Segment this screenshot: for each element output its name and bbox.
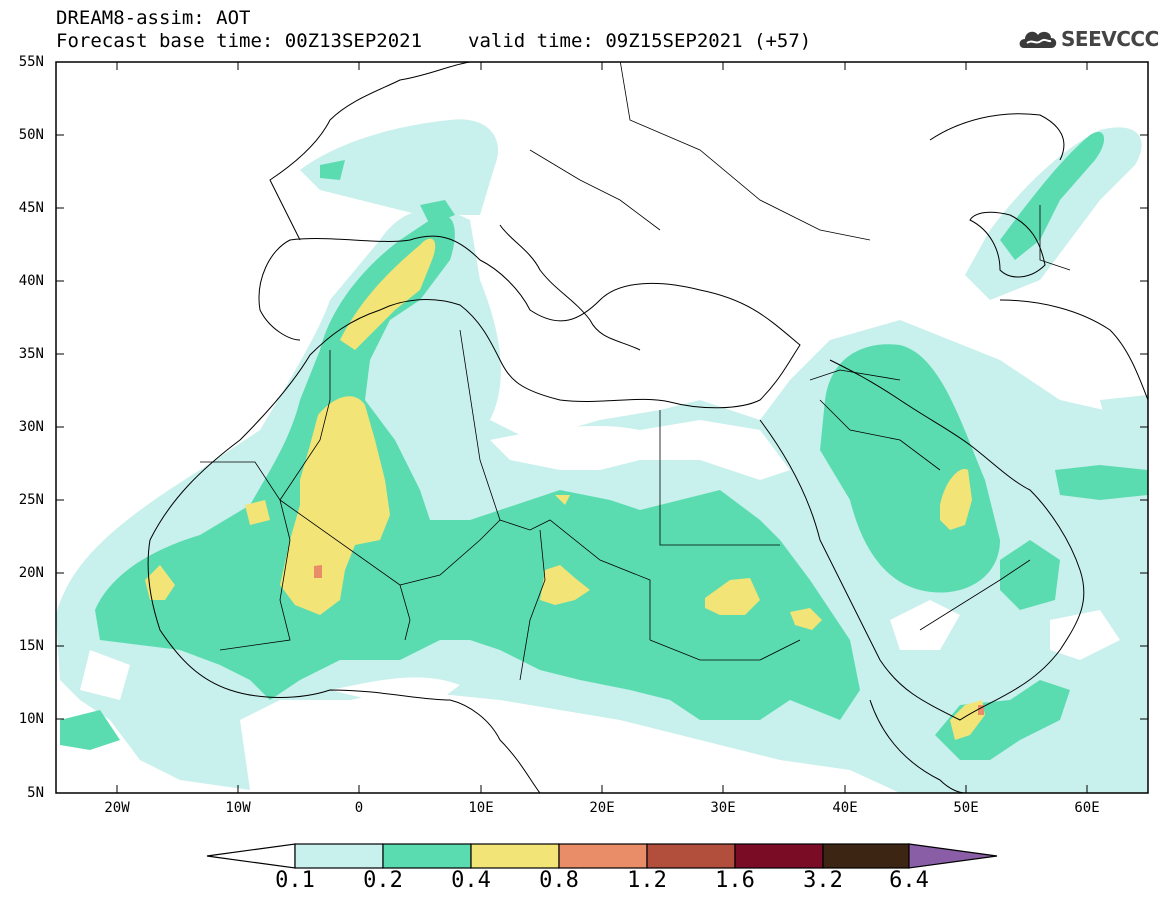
- lon-label-10e: 10E: [468, 800, 494, 816]
- logo-text: SEEVCCC: [1061, 27, 1159, 51]
- lat-label-40n: 40N: [18, 273, 44, 289]
- aot-gaps: [80, 420, 1120, 702]
- country-borders: [200, 62, 1071, 681]
- valid-time: valid time: 09Z15SEP2021 (+57): [468, 30, 812, 52]
- lat-label-50n: 50N: [18, 127, 44, 143]
- coastlines: [147, 62, 1148, 793]
- aot-field: [56, 119, 1148, 793]
- colorbar-label: 0.1: [275, 868, 315, 893]
- colorbar-over-triangle: [908, 843, 998, 869]
- lon-label-40e: 40E: [832, 800, 858, 816]
- colorbar-label: 0.8: [539, 868, 579, 893]
- lat-label-25n: 25N: [18, 492, 44, 508]
- forecast-base-time: Forecast base time: 00Z13SEP2021: [56, 30, 423, 52]
- lat-label-55n: 55N: [18, 54, 44, 70]
- lon-label-60e: 60E: [1074, 800, 1100, 816]
- colorbar-label: 1.6: [715, 868, 755, 893]
- colorbar-label: 0.2: [363, 868, 403, 893]
- lat-label-20n: 20N: [18, 565, 44, 581]
- cloud-logo-icon: [1019, 31, 1057, 48]
- colorbar: [206, 843, 998, 869]
- lon-label-0: 0: [354, 800, 364, 816]
- seevccc-logo: SEEVCCC: [1018, 24, 1159, 54]
- colorbar-bin-1: [294, 843, 384, 869]
- lon-label-20e: 20E: [589, 800, 615, 816]
- lat-label-10n: 10N: [18, 711, 44, 727]
- lat-label-45n: 45N: [18, 200, 44, 216]
- colorbar-bin-7: [822, 843, 910, 869]
- colorbar-bin-5: [646, 843, 736, 869]
- colorbar-under-triangle: [206, 843, 296, 869]
- colorbar-bin-3: [470, 843, 560, 869]
- map-title: DREAM8-assim: AOT: [56, 7, 251, 29]
- colorbar-bin-4: [558, 843, 648, 869]
- lat-label-15n: 15N: [18, 638, 44, 654]
- colorbar-label: 0.4: [451, 868, 491, 893]
- lon-label-50e: 50E: [953, 800, 979, 816]
- colorbar-bin-2: [382, 843, 472, 869]
- colorbar-label: 1.2: [627, 868, 667, 893]
- axis-ticks: [56, 61, 1148, 793]
- lat-label-5n: 5N: [27, 785, 44, 801]
- colorbar-bin-6: [734, 843, 824, 869]
- aot-level-0-2: [60, 131, 1148, 760]
- lon-label-30e: 30E: [710, 800, 736, 816]
- lat-label-35n: 35N: [18, 346, 44, 362]
- colorbar-label: 6.4: [889, 868, 929, 893]
- lon-label-20w: 20W: [104, 800, 130, 816]
- lon-label-10w: 10W: [225, 800, 251, 816]
- time-info: Forecast base time: 00Z13SEP2021 valid ti…: [56, 31, 811, 51]
- lat-label-30n: 30N: [18, 419, 44, 435]
- colorbar-label: 3.2: [803, 868, 843, 893]
